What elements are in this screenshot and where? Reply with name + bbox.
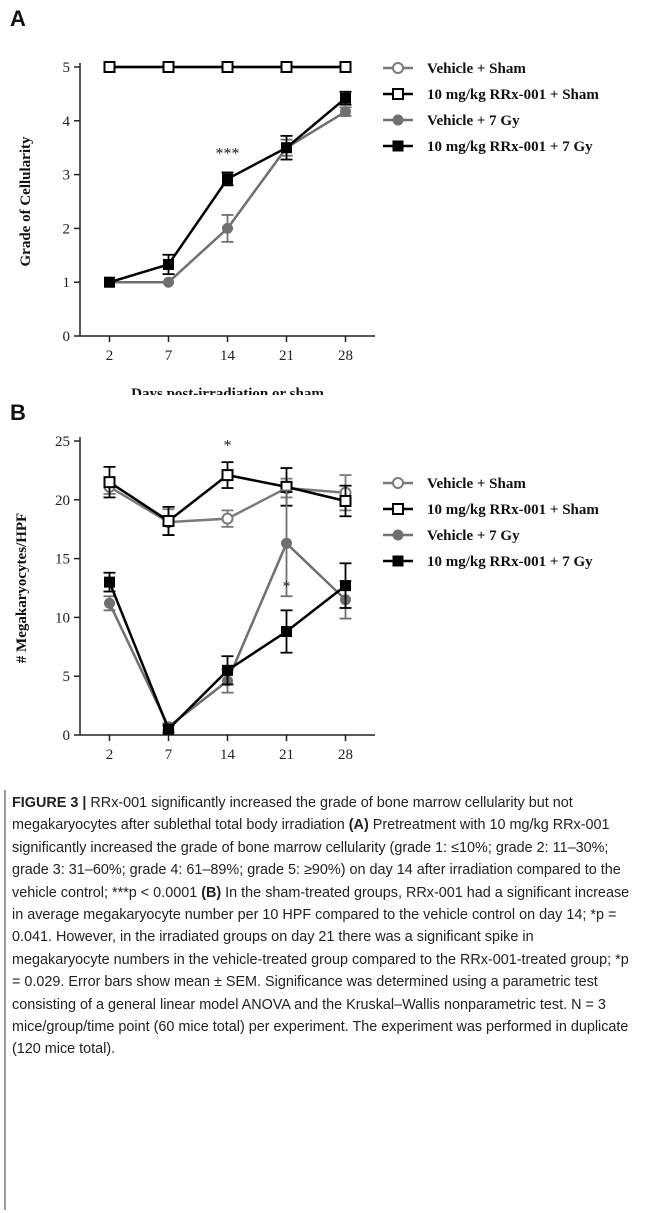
data-point <box>221 61 234 73</box>
significance-marker: * <box>283 579 291 596</box>
data-point <box>163 723 174 735</box>
legend-label: 10 mg/kg RRx-001 + 7 Gy <box>427 554 593 570</box>
y-axis-title: Grade of Cellularity <box>18 136 34 266</box>
y-axis-title: # Megakaryocytes/HPF <box>14 513 30 663</box>
data-point <box>222 664 233 676</box>
legend-marker <box>392 114 404 126</box>
legend-marker <box>392 140 404 152</box>
caption-text-3: In the sham-treated groups, RRx-001 had … <box>12 884 630 1058</box>
y-tick-label: 3 <box>63 168 71 184</box>
legend-marker <box>392 555 404 567</box>
x-tick-label: 14 <box>220 348 236 364</box>
data-point <box>281 626 292 638</box>
x-tick-label: 2 <box>106 747 114 763</box>
caption-text-1: RRx-001 significantly increased the grad… <box>12 795 573 834</box>
data-point <box>162 514 175 527</box>
data-point <box>104 576 115 588</box>
x-tick-label: 21 <box>279 348 294 364</box>
significance-marker: * <box>224 437 232 454</box>
panel-label-b: B <box>10 400 26 425</box>
data-point <box>340 106 351 118</box>
data-point <box>221 469 234 482</box>
caption-label: FIGURE 3 | <box>12 795 87 811</box>
data-point <box>222 173 233 185</box>
series-line <box>108 541 347 729</box>
data-point <box>280 61 293 73</box>
legend-marker <box>392 477 404 489</box>
x-tick-label: 7 <box>165 747 173 763</box>
legend-marker <box>392 62 404 74</box>
y-tick-label: 10 <box>55 610 70 626</box>
data-point <box>281 537 292 549</box>
data-point <box>339 61 352 73</box>
panel-label-a: A <box>10 6 26 31</box>
data-point <box>221 512 234 525</box>
data-point <box>281 142 292 154</box>
data-point <box>222 222 233 234</box>
y-tick-label: 25 <box>55 434 70 450</box>
y-tick-label: 1 <box>63 275 71 291</box>
megakaryocyte-chart: 051015202527142128Days post-irradiation … <box>14 434 599 763</box>
caption-rule <box>4 790 6 1210</box>
legend-marker <box>392 503 404 515</box>
series-line <box>109 110 347 284</box>
data-point <box>103 476 116 489</box>
legend-label: Vehicle + 7 Gy <box>427 113 520 129</box>
data-point <box>103 61 116 73</box>
significance-marker: *** <box>216 145 240 162</box>
y-tick-label: 2 <box>63 221 71 237</box>
legend-marker <box>392 529 404 541</box>
y-tick-label: 15 <box>55 552 70 568</box>
caption-text-2: Pretreatment with 10 mg/kg RRx-001 signi… <box>12 817 621 901</box>
x-tick-label: 14 <box>220 747 236 763</box>
data-point <box>340 92 351 104</box>
y-tick-label: 5 <box>63 60 71 76</box>
data-point <box>104 597 115 609</box>
x-tick-label: 2 <box>106 348 114 364</box>
x-tick-label: 28 <box>338 747 353 763</box>
x-tick-label: 21 <box>279 747 294 763</box>
x-tick-label: 28 <box>338 348 353 364</box>
data-point <box>339 494 352 507</box>
legend-label: 10 mg/kg RRx-001 + Sham <box>427 87 599 103</box>
y-tick-label: 5 <box>63 669 71 685</box>
cellularity-chart: 0 1 2 3 4 5 2 7 14 21 28 Days post-irradiation or s… <box>18 60 599 395</box>
legend-marker <box>392 88 404 100</box>
y-tick-label: 0 <box>63 728 71 744</box>
caption-ref-b: (B) <box>201 884 222 901</box>
y-tick-label: 20 <box>55 493 70 509</box>
x-axis-title: Days post-irradiation or sham <box>131 386 324 395</box>
data-point <box>340 580 351 592</box>
y-tick-label: 4 <box>63 114 71 130</box>
legend-label: 10 mg/kg RRx-001 + Sham <box>427 502 599 518</box>
data-point <box>163 258 174 270</box>
legend-label: Vehicle + Sham <box>427 476 526 492</box>
data-point <box>104 276 115 288</box>
y-tick-label: 0 <box>63 329 71 345</box>
data-point <box>162 61 175 73</box>
data-point <box>163 276 174 288</box>
caption-ref-a: (A) <box>348 817 369 834</box>
series-line <box>109 97 347 284</box>
x-tick-label: 7 <box>165 348 173 364</box>
legend-label: Vehicle + 7 Gy <box>427 528 520 544</box>
legend-label: 10 mg/kg RRx-001 + 7 Gy <box>427 139 593 155</box>
legend-label: Vehicle + Sham <box>427 61 526 77</box>
figure-caption: FIGURE 3 | RRx-001 significantly increas… <box>12 792 632 1061</box>
